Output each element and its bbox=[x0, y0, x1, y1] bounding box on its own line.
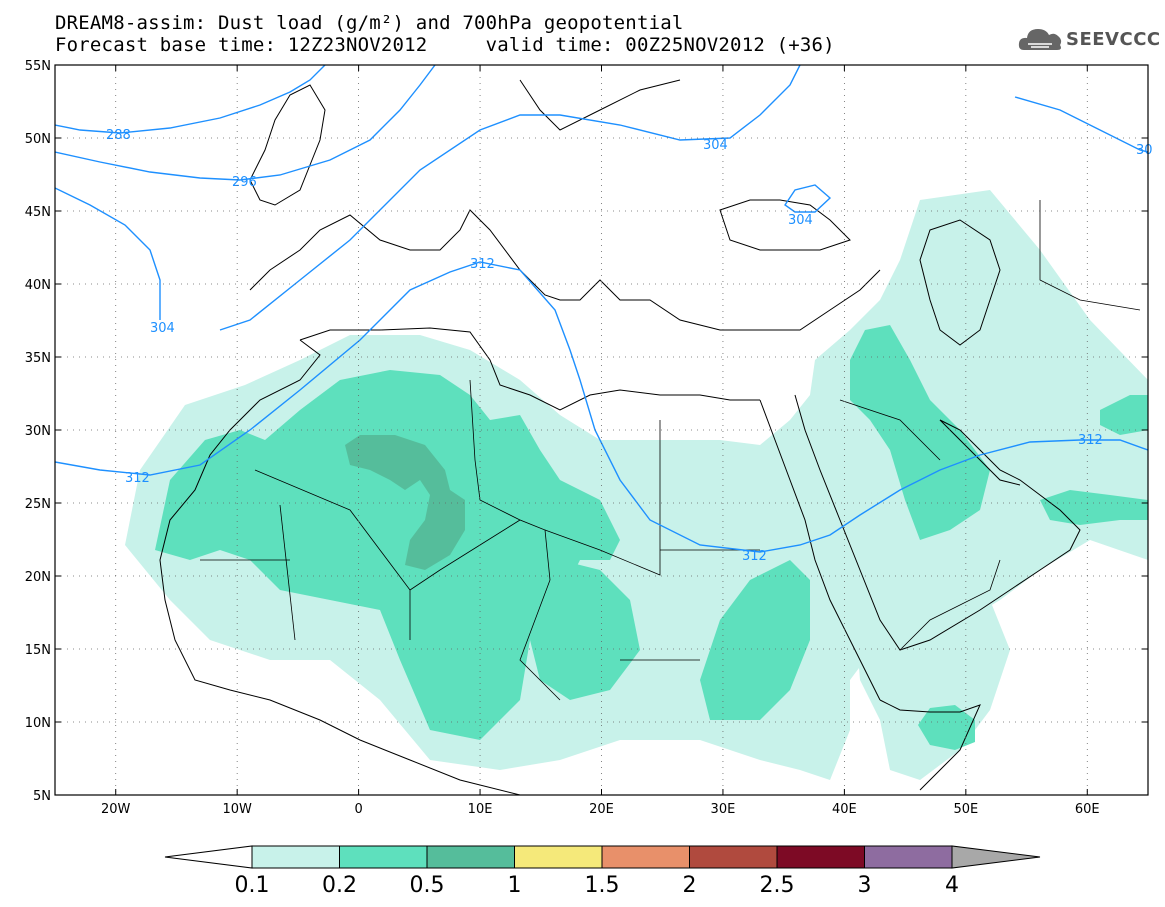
lat-label: 5N bbox=[33, 789, 51, 804]
lon-label: 50E bbox=[953, 802, 978, 817]
coast-arabia bbox=[794, 394, 1081, 651]
gridlines bbox=[55, 65, 1148, 795]
colorbar-label: 3 bbox=[858, 873, 872, 898]
colorbar: 0.1 0.2 0.5 1 1.5 2 2.5 3 4 bbox=[164, 845, 1041, 898]
colorbar-segment bbox=[601, 845, 690, 869]
contour-label-296: 296 bbox=[232, 175, 257, 190]
colorbar-label: 0.1 bbox=[235, 873, 270, 898]
lat-labels: 55N 50N 45N 40N 35N 30N 25N 20N 15N 10N 5N bbox=[25, 59, 51, 804]
coast-africa-west bbox=[159, 339, 521, 795]
lat-label: 40N bbox=[25, 278, 51, 293]
coast-uk bbox=[249, 84, 326, 206]
cloud-icon bbox=[1018, 29, 1062, 50]
lat-label: 45N bbox=[25, 205, 51, 220]
coast-north-africa bbox=[299, 327, 760, 411]
dust-band-02-iran bbox=[1100, 395, 1148, 435]
contour-label-304-west: 304 bbox=[150, 321, 175, 336]
logo-text: SEEVCCC bbox=[1066, 29, 1161, 50]
colorbar-segment bbox=[339, 845, 428, 869]
coast-caspian bbox=[919, 219, 1001, 346]
lon-label: 10E bbox=[468, 802, 493, 817]
dust-shading bbox=[125, 190, 1148, 780]
colorbar-label: 1 bbox=[508, 873, 522, 898]
dust-band-02-iraq bbox=[850, 325, 990, 540]
dust-band-02-gulf bbox=[1040, 490, 1148, 525]
lat-label: 20N bbox=[25, 570, 51, 585]
colorbar-label: 2 bbox=[683, 873, 697, 898]
lon-label: 0 bbox=[354, 802, 362, 817]
colorbar-segment bbox=[426, 845, 515, 869]
colorbar-segment bbox=[776, 845, 865, 869]
colorbar-high-triangle bbox=[951, 845, 1041, 869]
contour-label-312-med: 312 bbox=[470, 257, 495, 272]
coast-red-sea bbox=[759, 399, 881, 701]
lon-label: 40E bbox=[832, 802, 857, 817]
contour-304-black-sea bbox=[784, 184, 832, 213]
dust-band-02-somalia bbox=[918, 705, 975, 750]
lon-label: 20E bbox=[589, 802, 614, 817]
lon-labels: 20W 10W 0 10E 20E 30E 40E 50E 60E bbox=[101, 802, 1100, 817]
lon-label: 30E bbox=[711, 802, 736, 817]
coast-black-sea bbox=[719, 199, 851, 251]
coast-scandinavia bbox=[519, 79, 681, 131]
country-borders bbox=[200, 200, 1141, 701]
lon-label: 60E bbox=[1075, 802, 1100, 817]
contour-label-312-east: 312 bbox=[1078, 433, 1103, 448]
contour-labels: 288 296 304 304 304 312 312 312 312 30 bbox=[106, 128, 1153, 564]
colorbar-segment bbox=[514, 845, 603, 869]
title-line-2: Forecast base time: 12Z23NOV2012 valid t… bbox=[55, 34, 835, 56]
lat-label: 30N bbox=[25, 424, 51, 439]
contour-label-30-clipped: 30 bbox=[1136, 143, 1153, 158]
coast-europe bbox=[249, 209, 881, 331]
dust-band-05 bbox=[345, 435, 465, 570]
colorbar-label: 0.2 bbox=[322, 873, 357, 898]
lat-label: 15N bbox=[25, 643, 51, 658]
title-line-1: DREAM8-assim: Dust load (g/m²) and 700hP… bbox=[55, 12, 684, 34]
lon-label: 20W bbox=[101, 802, 131, 817]
coast-horn bbox=[879, 699, 981, 791]
contour-label-304-black-sea: 304 bbox=[788, 213, 813, 228]
seevccc-logo: SEEVCCC bbox=[1018, 22, 1160, 58]
colorbar-segment bbox=[864, 845, 953, 869]
lat-label: 50N bbox=[25, 132, 51, 147]
contour-304-east bbox=[1014, 96, 1148, 153]
colorbar-label: 2.5 bbox=[760, 873, 795, 898]
dust-band-02-sudan bbox=[700, 560, 810, 720]
lon-label: 10W bbox=[222, 802, 252, 817]
coastlines bbox=[159, 79, 1081, 795]
contour-304-europe bbox=[219, 65, 801, 331]
colorbar-segment bbox=[251, 845, 340, 869]
contour-304-west bbox=[55, 187, 161, 320]
lat-label: 25N bbox=[25, 497, 51, 512]
coast-persian-gulf bbox=[939, 419, 1021, 486]
axis-ticks bbox=[55, 64, 1148, 796]
contour-296 bbox=[55, 65, 436, 181]
colorbar-label: 0.5 bbox=[410, 873, 445, 898]
lat-label: 35N bbox=[25, 351, 51, 366]
contour-label-312-south: 312 bbox=[742, 549, 767, 564]
contour-label-288: 288 bbox=[106, 128, 131, 143]
lat-label: 10N bbox=[25, 716, 51, 731]
colorbar-label: 1.5 bbox=[585, 873, 620, 898]
dust-band-02-central bbox=[530, 560, 640, 700]
lat-label: 55N bbox=[25, 59, 51, 74]
dust-band-02-west bbox=[155, 370, 620, 740]
contour-label-304-europe: 304 bbox=[703, 138, 728, 153]
colorbar-low-triangle bbox=[164, 845, 253, 869]
colorbar-segment bbox=[689, 845, 778, 869]
colorbar-label: 4 bbox=[945, 873, 959, 898]
contour-label-312-west: 312 bbox=[125, 471, 150, 486]
contour-288 bbox=[55, 65, 326, 134]
